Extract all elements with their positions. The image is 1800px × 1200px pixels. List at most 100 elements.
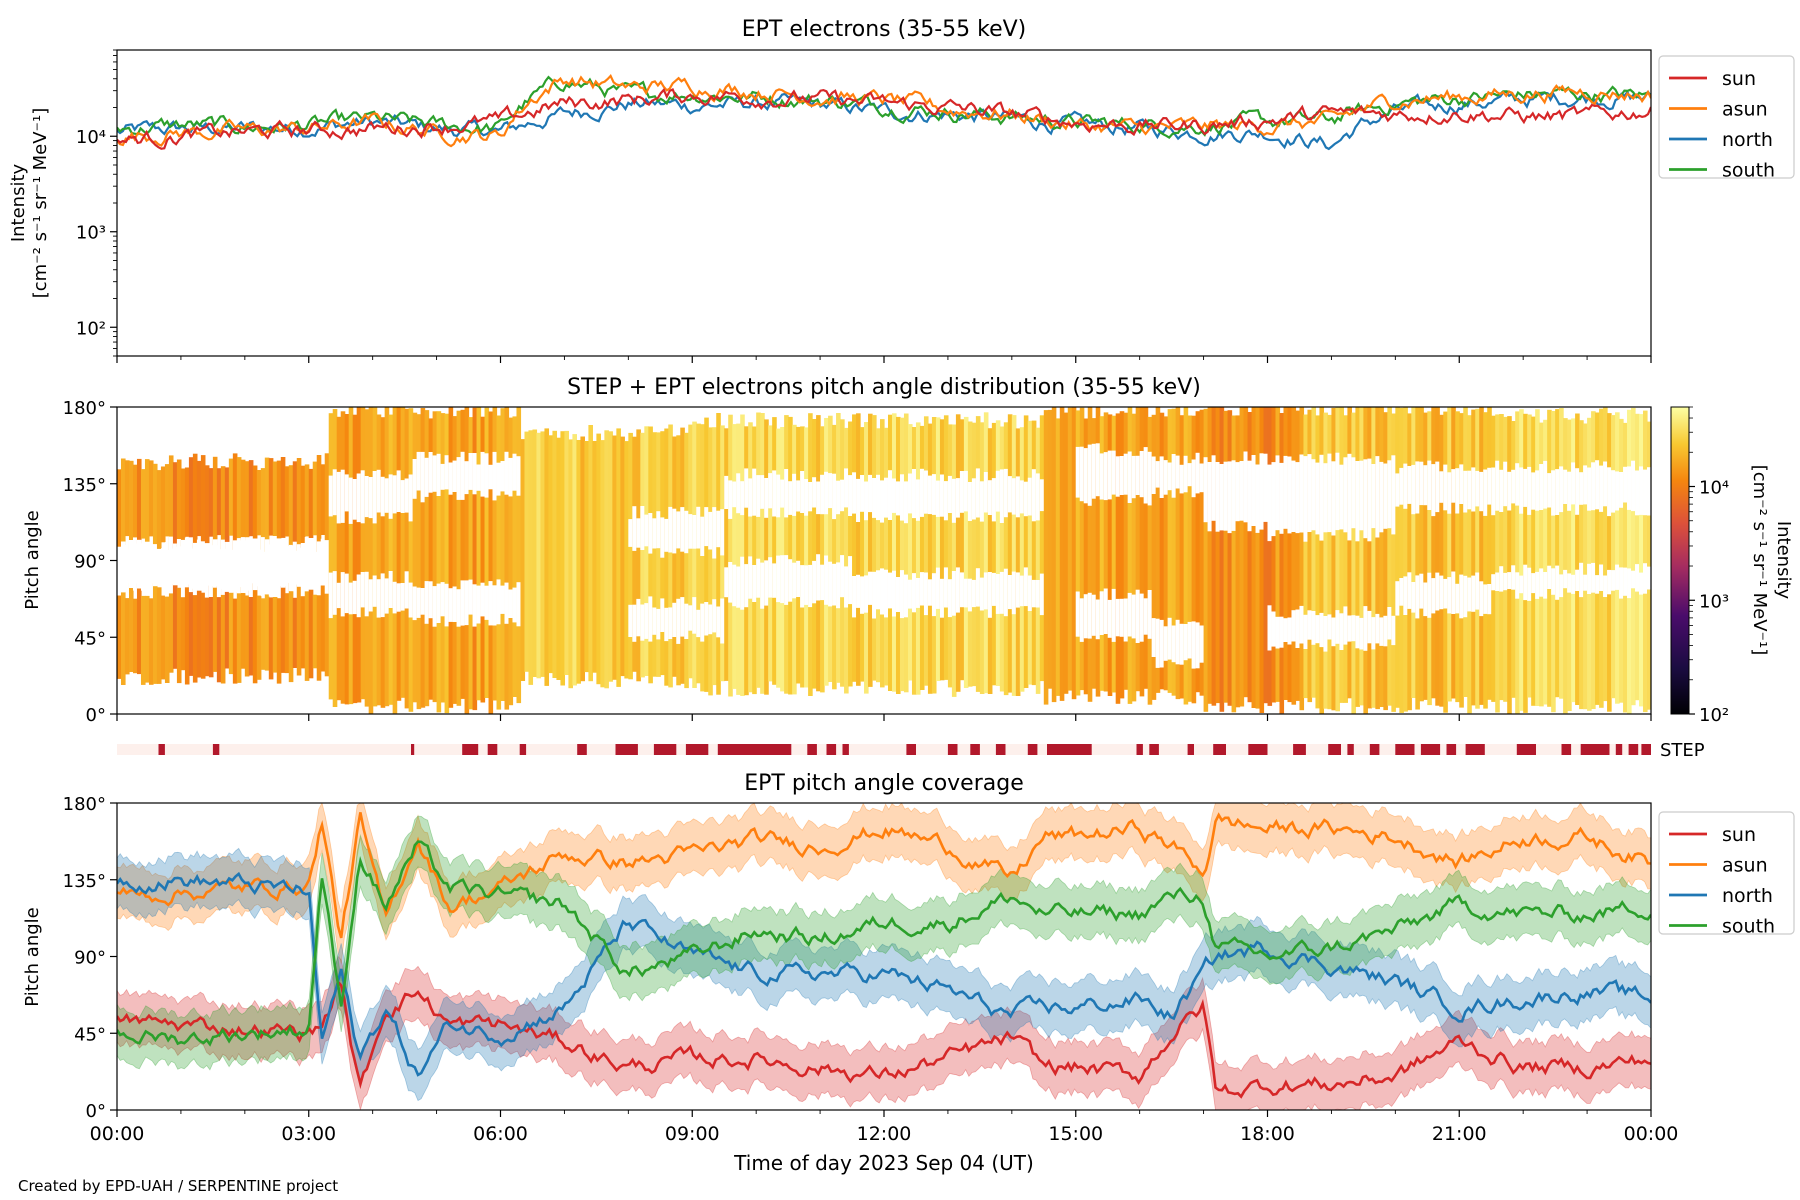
pad-gap bbox=[1387, 460, 1392, 529]
pad-gap bbox=[1143, 447, 1149, 504]
pad-cell bbox=[1267, 407, 1273, 706]
pad-gap bbox=[1627, 568, 1632, 599]
pad-gap bbox=[895, 481, 901, 516]
pad-cell bbox=[544, 428, 550, 686]
pad-cell bbox=[648, 426, 653, 684]
pad-cell bbox=[628, 432, 633, 680]
pad-gap bbox=[808, 482, 813, 512]
pad-cell bbox=[184, 467, 190, 537]
pad-gap bbox=[1103, 452, 1109, 501]
y-tick-label: 10² bbox=[76, 318, 106, 339]
pad-cell bbox=[512, 416, 518, 697]
pad-cell bbox=[488, 411, 494, 714]
pad-cell bbox=[931, 417, 937, 694]
pad-cell bbox=[652, 432, 657, 677]
coverage-y-label: Pitch angle bbox=[22, 907, 43, 1006]
pad-cell bbox=[967, 421, 973, 687]
pad-cell bbox=[400, 407, 406, 698]
pad-cell bbox=[1195, 411, 1201, 693]
pad-gap bbox=[1591, 462, 1596, 511]
pad-gap bbox=[1471, 575, 1476, 612]
pad-gap bbox=[1471, 467, 1476, 512]
pad-gap bbox=[812, 477, 817, 508]
pad-gap bbox=[416, 451, 422, 491]
pad-gap bbox=[372, 471, 378, 524]
pad-gap bbox=[1139, 451, 1145, 498]
pad-gap bbox=[1111, 588, 1117, 642]
step-bar bbox=[1328, 744, 1341, 755]
pad-gap bbox=[983, 572, 989, 610]
pad-cell bbox=[1359, 407, 1364, 706]
pad-cell bbox=[336, 416, 342, 701]
pad-gap bbox=[939, 578, 945, 618]
pad-gap bbox=[308, 543, 314, 588]
pad-gap bbox=[880, 568, 885, 615]
pad-gap bbox=[1499, 469, 1504, 512]
pad-gap bbox=[860, 475, 865, 512]
pad-gap bbox=[1579, 472, 1584, 505]
pad-cell bbox=[959, 419, 965, 681]
coverage-panel-title: EPT pitch angle coverage bbox=[744, 771, 1024, 796]
intensity-lines bbox=[117, 73, 1651, 151]
pad-gap bbox=[692, 597, 697, 634]
pad-gap bbox=[1599, 564, 1604, 591]
y-tick-label: 90° bbox=[74, 552, 106, 573]
pad-gap bbox=[376, 579, 382, 618]
pad-cell bbox=[1647, 421, 1651, 710]
step-bar bbox=[1187, 744, 1194, 755]
pad-cell bbox=[1067, 407, 1073, 691]
pad-gap bbox=[1603, 575, 1608, 597]
pad-gap bbox=[464, 580, 470, 626]
pad-gap bbox=[1139, 593, 1145, 642]
pad-cell bbox=[640, 432, 645, 678]
pad-gap bbox=[1447, 472, 1452, 514]
pad-gap bbox=[844, 566, 849, 608]
pad-gap bbox=[800, 471, 805, 513]
pad-gap bbox=[852, 472, 857, 514]
pad-gap bbox=[1107, 450, 1113, 500]
pad-cell bbox=[300, 591, 306, 669]
pad-cell bbox=[1487, 407, 1492, 700]
pad-cell bbox=[1383, 412, 1388, 711]
pad-gap bbox=[820, 474, 825, 515]
pad-gap bbox=[1551, 470, 1556, 516]
pad-cell bbox=[496, 415, 502, 710]
pad-gap bbox=[1167, 617, 1173, 660]
pad-gap bbox=[384, 478, 390, 513]
pad-cell bbox=[1495, 414, 1500, 713]
pad-cell bbox=[1047, 409, 1053, 689]
pad-gap bbox=[1283, 618, 1289, 642]
pad-cell bbox=[1083, 418, 1089, 695]
pad-cell bbox=[324, 453, 330, 541]
pad-gap bbox=[1227, 461, 1233, 534]
pad-cell bbox=[532, 429, 538, 677]
pad-cell bbox=[1439, 414, 1444, 707]
pad-gap bbox=[1439, 575, 1444, 610]
pad-cell bbox=[180, 588, 186, 671]
pad-cell bbox=[304, 591, 310, 681]
pad-cell bbox=[764, 419, 769, 695]
pad-gap bbox=[1147, 451, 1153, 506]
pad-cell bbox=[1063, 412, 1069, 694]
pad-gap bbox=[907, 579, 913, 609]
pad-cell bbox=[212, 456, 218, 546]
pad-gap bbox=[1111, 450, 1117, 495]
pad-gap bbox=[644, 514, 649, 547]
pad-cell bbox=[816, 415, 821, 692]
pad-gap bbox=[676, 598, 681, 644]
pad-gap bbox=[276, 543, 282, 591]
pad-cell bbox=[1443, 411, 1448, 713]
pad-gap bbox=[1155, 461, 1161, 488]
pad-cell bbox=[856, 413, 861, 686]
pad-cell bbox=[340, 411, 346, 704]
pad-gap bbox=[1607, 467, 1612, 517]
pad-gap bbox=[1383, 463, 1388, 529]
pad-gap bbox=[1091, 594, 1097, 636]
pad-gap bbox=[1483, 469, 1488, 516]
pad-cell bbox=[156, 470, 162, 549]
pad-gap bbox=[1395, 581, 1400, 616]
pad-gap bbox=[1479, 581, 1484, 617]
pad-gap bbox=[676, 511, 681, 549]
pad-gap bbox=[396, 470, 402, 512]
pad-cell bbox=[1127, 407, 1133, 704]
